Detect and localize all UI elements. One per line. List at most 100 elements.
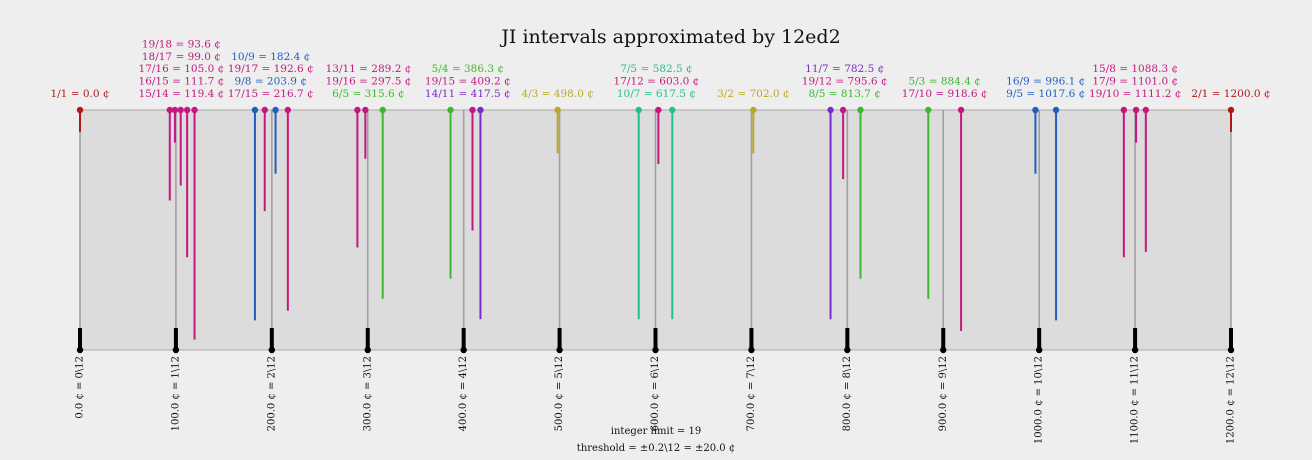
ed-step-dot <box>172 346 180 354</box>
interval-dot <box>857 106 864 114</box>
interval-dot <box>669 106 676 114</box>
ed-step-marker <box>653 328 658 348</box>
ed-step-marker <box>461 328 466 348</box>
ed-step-dot <box>844 346 851 354</box>
interval-label: 17/16 = 105.0 ¢ <box>139 63 225 75</box>
interval-label: 3/2 = 702.0 ¢ <box>717 88 789 100</box>
interval-label: 7/5 = 582.5 ¢ <box>620 63 692 75</box>
interval-label: 13/11 = 289.2 ¢ <box>326 63 412 75</box>
ed-step-dot <box>364 346 371 354</box>
ed-step-dot <box>76 346 84 354</box>
interval-label: 17/9 = 1101.0 ¢ <box>1092 76 1178 88</box>
ed-step-marker <box>173 328 178 348</box>
interval-label: 19/15 = 409.2 ¢ <box>425 76 511 88</box>
interval-label: 5/4 = 386.3 ¢ <box>432 63 504 75</box>
interval-dot <box>655 106 662 114</box>
interval-dot <box>635 106 642 114</box>
interval-label: 16/15 = 111.7 ¢ <box>139 76 225 88</box>
ed-step-label: 1200.0 ¢ = 12\12 <box>1226 356 1237 444</box>
interval-label: 17/10 = 918.6 ¢ <box>902 88 988 100</box>
ed-step-marker <box>941 328 946 348</box>
interval-dot <box>554 106 561 114</box>
ed-step-dot <box>460 346 467 354</box>
interval-dot <box>272 106 279 114</box>
interval-dot <box>261 106 268 114</box>
ed-step-marker <box>1133 328 1138 348</box>
interval-label: 1/1 = 0.0 ¢ <box>50 88 109 100</box>
interval-label: 8/5 = 813.7 ¢ <box>808 88 880 100</box>
interval-label: 19/10 = 1111.2 ¢ <box>1089 88 1182 100</box>
ed-step-marker <box>749 328 754 348</box>
interval-dot <box>447 106 454 114</box>
ed-step-dot <box>748 346 755 354</box>
interval-label: 6/5 = 315.6 ¢ <box>332 88 404 100</box>
interval-dot <box>750 106 757 114</box>
interval-label: 19/18 = 93.6 ¢ <box>142 38 221 50</box>
interval-label: 10/9 = 182.4 ¢ <box>231 51 310 63</box>
ed-step-label: 300.0 ¢ = 3\12 <box>362 356 373 431</box>
ed-step-marker <box>557 328 562 348</box>
ed-step-dot <box>1227 346 1235 354</box>
interval-dot <box>477 106 484 114</box>
ed-step-label: 900.0 ¢ = 9\12 <box>938 356 949 431</box>
ed-step-ticks: 0.0 ¢ = 0\12 100.0 ¢ = 1\12 200.0 ¢ = 2\12… <box>75 110 1237 444</box>
interval-dot <box>379 106 386 114</box>
interval-label: 2/1 = 1200.0 ¢ <box>1191 88 1270 100</box>
interval-label: 18/17 = 99.0 ¢ <box>142 51 221 63</box>
interval-dot <box>1227 106 1235 114</box>
ed-step-label: 800.0 ¢ = 8\12 <box>842 356 853 431</box>
ed-step-label: 400.0 ¢ = 4\12 <box>458 356 469 431</box>
ed-step-dot <box>556 346 563 354</box>
interval-label: 10/7 = 617.5 ¢ <box>617 88 696 100</box>
ed-step-marker <box>269 328 274 348</box>
interval-dot <box>1032 106 1039 114</box>
interval-label: 17/15 = 216.7 ¢ <box>228 88 314 100</box>
interval-label: 4/3 = 498.0 ¢ <box>521 88 593 100</box>
ed-step-marker <box>78 328 82 348</box>
diagram-title: JI intervals approximated by 12ed2 <box>499 26 840 48</box>
interval-dot <box>76 106 84 114</box>
ed-step-label: 700.0 ¢ = 7\12 <box>746 356 757 431</box>
ed-step-label: 0.0 ¢ = 0\12 <box>75 356 86 419</box>
ed-step-marker <box>1037 328 1042 348</box>
ed-step-dot <box>1035 346 1043 354</box>
interval-label: 17/12 = 603.0 ¢ <box>614 76 700 88</box>
ed-step-dot <box>1131 346 1139 354</box>
ed-step-dot <box>268 346 276 354</box>
integer-limit-note: integer limit = 19 <box>611 426 701 437</box>
interval-dot <box>362 106 369 114</box>
interval-dot <box>171 106 179 114</box>
interval-dot <box>1142 106 1150 114</box>
interval-dot <box>166 106 173 114</box>
interval-label: 19/16 = 297.5 ¢ <box>326 76 412 88</box>
ed-step-label: 100.0 ¢ = 1\12 <box>170 356 181 431</box>
ed-step-dot <box>652 346 659 354</box>
interval-dot <box>177 106 184 114</box>
interval-dot <box>827 106 834 114</box>
ed-step-marker <box>1229 328 1233 348</box>
interval-label: 16/9 = 996.1 ¢ <box>1006 76 1085 88</box>
interval-label: 19/12 = 795.6 ¢ <box>802 76 888 88</box>
ed-step-label: 200.0 ¢ = 2\12 <box>266 356 277 431</box>
interval-dot <box>251 106 259 114</box>
threshold-note: threshold = ±0.2\12 = ±20.0 ¢ <box>577 443 735 454</box>
interval-dot <box>1052 106 1060 114</box>
ed-step-marker <box>845 328 850 348</box>
interval-label: 15/8 = 1088.3 ¢ <box>1092 63 1178 75</box>
interval-dot <box>1132 106 1140 114</box>
interval-dot <box>839 106 847 114</box>
interval-label: 15/14 = 119.4 ¢ <box>139 88 225 100</box>
ed-step-dot <box>940 346 947 354</box>
ed-step-label: 500.0 ¢ = 5\12 <box>554 356 565 431</box>
interval-dot <box>925 106 932 114</box>
interval-dot <box>469 106 476 114</box>
ji-interval-markers <box>76 106 1235 340</box>
ed-step-label: 1100.0 ¢ = 11\12 <box>1130 356 1141 444</box>
ji-interval-labels: 1/1 = 0.0 ¢19/18 = 93.6 ¢18/17 = 99.0 ¢1… <box>50 38 1270 100</box>
interval-label: 14/11 = 417.5 ¢ <box>425 88 511 100</box>
interval-label: 9/8 = 203.9 ¢ <box>235 76 307 88</box>
interval-dot <box>284 106 292 114</box>
interval-dot <box>957 106 965 114</box>
interval-dot <box>1120 106 1128 114</box>
